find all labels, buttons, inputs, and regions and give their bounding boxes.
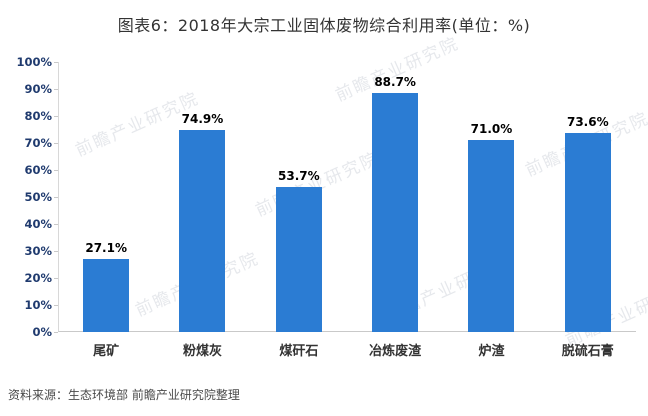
y-tick-label: 100% [16, 55, 52, 69]
y-tick-label: 20% [24, 271, 52, 285]
bar-column: 27.1% [58, 62, 154, 332]
y-tick-label: 80% [24, 109, 52, 123]
bar-column: 71.0% [443, 62, 539, 332]
x-category-label: 尾矿 [93, 344, 120, 359]
bar-column: 73.6% [540, 62, 636, 332]
bar [275, 187, 322, 332]
bar-series: 27.1% 74.9% 53.7% 88.7% 71.0% 73.6% [58, 62, 636, 332]
y-tick-mark [54, 116, 58, 117]
bar-value-label: 27.1% [85, 240, 127, 255]
y-tick-label: 40% [24, 217, 52, 231]
bar [179, 129, 226, 332]
y-tick-mark [54, 224, 58, 225]
bar-value-label: 53.7% [278, 169, 320, 184]
y-tick-label: 70% [24, 136, 52, 150]
x-axis-labels: 尾矿 粉煤灰 煤矸石 冶炼废渣 炉渣 脱硫石膏 [58, 340, 636, 359]
bar [83, 258, 130, 332]
y-tick-mark [54, 251, 58, 252]
y-tick-mark [54, 170, 58, 171]
y-tick-mark [54, 332, 58, 333]
y-tick-label: 90% [24, 82, 52, 96]
y-tick-mark [54, 143, 58, 144]
x-category-label: 粉煤灰 [182, 344, 222, 359]
source-note: 资料来源：生态环境部 前瞻产业研究院整理 [8, 388, 240, 402]
bar-column: 53.7% [251, 62, 347, 332]
x-category-label: 煤矸石 [279, 344, 319, 359]
y-tick-mark [54, 197, 58, 198]
bar-value-label: 73.6% [566, 115, 609, 130]
chart-title: 图表6：2018年大宗工业固体废物综合利用率(单位：%) [117, 16, 531, 35]
y-tick-mark [54, 89, 58, 90]
plot-area [58, 62, 636, 332]
y-tick-mark [54, 62, 58, 63]
y-tick-label: 0% [32, 325, 52, 339]
bar [468, 140, 515, 332]
bar-column: 74.9% [154, 62, 250, 332]
bar-value-label: 88.7% [374, 74, 416, 89]
y-tick-mark [54, 278, 58, 279]
bar-value-label: 74.9% [181, 111, 224, 126]
y-tick-label: 30% [24, 244, 52, 258]
y-tick-label: 60% [24, 163, 52, 177]
y-tick-label: 50% [24, 190, 52, 204]
y-tick-label: 10% [24, 298, 52, 312]
bar-column: 88.7% [347, 62, 443, 332]
y-tick-mark [54, 305, 58, 306]
bar-value-label: 71.0% [470, 122, 513, 137]
x-category-label: 冶炼废渣 [369, 344, 422, 359]
x-category-label: 脱硫石膏 [561, 344, 614, 359]
bar [564, 133, 611, 332]
bar [372, 92, 419, 332]
x-category-label: 炉渣 [478, 344, 505, 359]
